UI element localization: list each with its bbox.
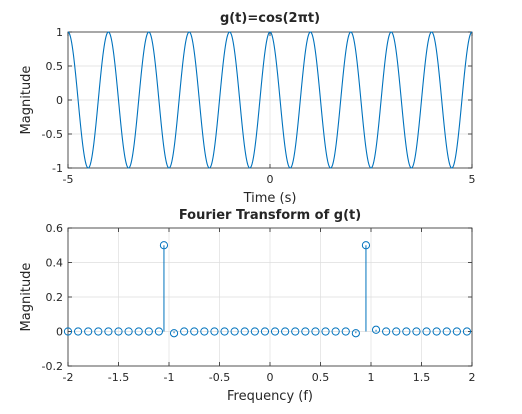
spectrum-marker (154, 327, 163, 336)
frequency-plot-xlabel: Frequency (f) (227, 389, 313, 404)
frequency-x-tick-label: 0 (267, 371, 274, 384)
frequency-x-tick-label: -1.5 (108, 371, 129, 384)
spectrum-marker (84, 327, 93, 336)
frequency-plot-title: Fourier Transform of g(t) (179, 208, 361, 223)
spectrum-marker (311, 327, 320, 336)
spectrum-marker (412, 327, 421, 336)
spectrum-marker (74, 327, 83, 336)
frequency-x-tick-label: -0.5 (209, 371, 230, 384)
frequency-x-tick-label: 1.5 (413, 371, 431, 384)
cosine-signal-line (67, 31, 473, 169)
spectrum-marker (260, 327, 270, 336)
spectrum-marker (94, 327, 103, 336)
spectrum-marker (63, 327, 73, 336)
spectrum-marker (144, 327, 153, 336)
spectrum-marker (392, 327, 401, 336)
spectrum-marker (301, 327, 310, 336)
frequency-plot-ticks: -2 -1.5 -1 -0.5 0 0.5 1 1.5 2 -0.2 0 0.2 0.4 0.6 (42, 222, 476, 384)
frequency-plot-ylabel: Magnitude (19, 263, 34, 332)
spectrum-marker (270, 327, 280, 336)
spectrum-marker (281, 327, 290, 336)
time-plot-title: g(t)=cos(2πt) (220, 11, 320, 26)
spectrum-marker (200, 327, 209, 336)
time-plot-ylabel: Magnitude (19, 66, 34, 135)
spectrum-marker (190, 327, 199, 336)
frequency-x-tick-label: 1 (368, 371, 375, 384)
spectrum-marker (432, 327, 441, 336)
spectrum-marker (402, 327, 411, 336)
spectrum-marker (134, 327, 143, 336)
time-y-tick-label: 0 (56, 94, 63, 107)
time-plot-ticks: -5 0 5 -1 -0.5 0 0.5 1 (42, 26, 476, 186)
frequency-domain-plot: -2 -1.5 -1 -0.5 0 0.5 1 1.5 2 -0.2 0 0.2 0.4 0.6 Four… (19, 208, 476, 404)
frequency-x-tick-label: -1 (164, 371, 175, 384)
frequency-y-tick-label: 0.4 (46, 257, 64, 270)
spectrum-marker (361, 241, 371, 250)
time-plot-xlabel: Time (s) (243, 191, 297, 206)
frequency-x-tick-label: -2 (63, 371, 74, 384)
spectrum-marker (331, 327, 340, 336)
spectrum-marker (382, 327, 391, 336)
spectrum-marker (351, 329, 360, 338)
spectrum-marker (159, 241, 169, 250)
spectrum-marker (452, 327, 461, 336)
spectrum-marker (240, 327, 249, 336)
spectrum-marker (321, 327, 330, 336)
time-domain-plot: -5 0 5 -1 -0.5 0 0.5 1 g(t)=cos(2πt) Time (s) M… (19, 11, 476, 206)
spectrum-marker (230, 327, 239, 336)
spectrum-marker (291, 327, 300, 336)
frequency-x-tick-label: 0.5 (312, 371, 330, 384)
time-x-tick-label: 5 (469, 173, 476, 186)
spectrum-marker (180, 327, 189, 336)
spectrum-marker (124, 327, 133, 336)
spectrum-marker (114, 327, 123, 336)
time-y-tick-label: -1 (52, 162, 63, 175)
spectrum-marker (341, 327, 350, 336)
spectrum-marker (462, 327, 472, 336)
frequency-y-tick-label: -0.2 (42, 360, 63, 373)
spectrum-marker (210, 327, 219, 336)
time-y-tick-label: -0.5 (42, 128, 63, 141)
time-x-tick-label: -5 (63, 173, 74, 186)
time-y-tick-label: 1 (56, 26, 63, 39)
spectrum-marker (422, 327, 431, 336)
frequency-y-tick-label: 0.2 (46, 291, 64, 304)
spectrum-marker (220, 327, 229, 336)
spectrum-marker (104, 327, 113, 336)
frequency-y-tick-label: 0.6 (46, 222, 64, 235)
spectrum-marker (250, 327, 259, 336)
time-y-tick-label: 0.5 (46, 60, 64, 73)
spectrum-marker (169, 329, 179, 338)
spectrum-marker (442, 327, 451, 336)
time-plot-series (67, 31, 473, 169)
frequency-y-tick-label: 0 (56, 326, 63, 339)
time-x-tick-label: 0 (267, 173, 274, 186)
spectrum-marker (371, 325, 381, 334)
frequency-x-tick-label: 2 (469, 371, 476, 384)
frequency-plot-series (63, 241, 472, 338)
